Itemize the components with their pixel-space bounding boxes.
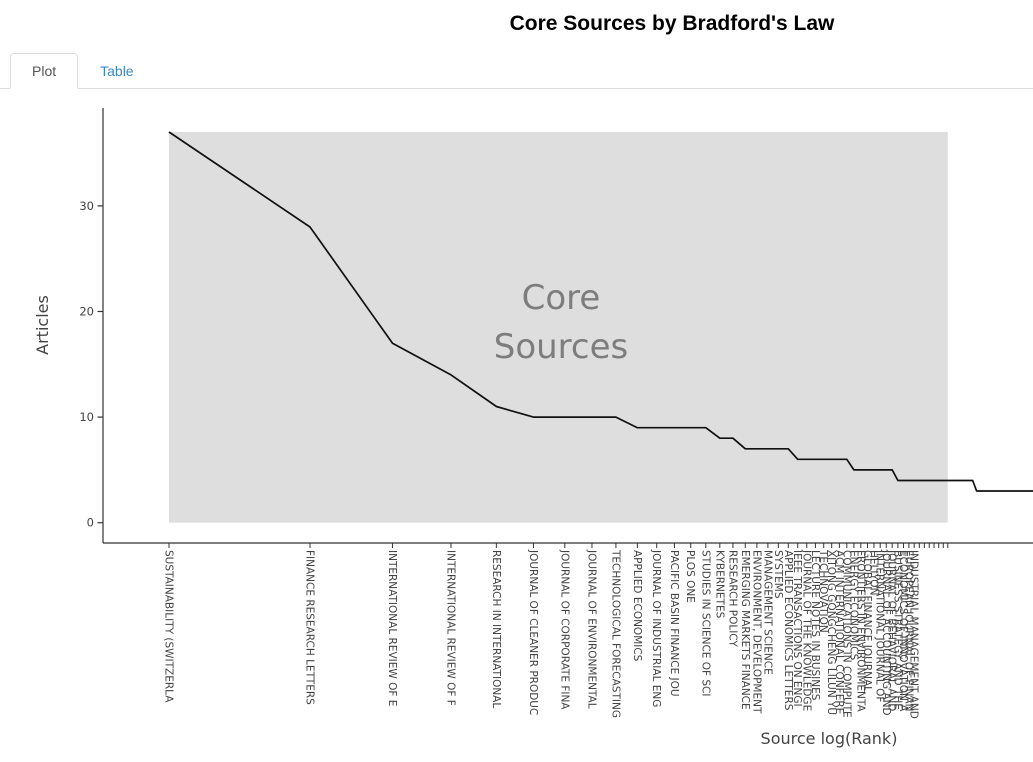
y-tick-label: 10 xyxy=(79,410,94,424)
x-tick-label: STUDIES IN SCIENCE OF SCI xyxy=(699,550,711,697)
x-tick-label: KYBERNETES xyxy=(713,550,725,619)
y-tick-label: 30 xyxy=(79,199,94,213)
x-tick-label: PLOS ONE xyxy=(684,550,696,603)
y-tick-label: 0 xyxy=(87,516,94,530)
x-tick-label: FINANCE RESEARCH LETTERS xyxy=(303,550,315,705)
y-tick-label: 20 xyxy=(79,305,94,319)
x-tick-label: XITONG GONGCHENG LILUN YU xyxy=(825,550,837,715)
x-tick-label: ENERGY ECONOMICS xyxy=(847,550,859,661)
y-axis-title: Articles xyxy=(33,295,52,355)
x-tick-label: ECONOMICS OF INNOVATION A xyxy=(897,550,909,712)
x-tick-label: APPLIED ECONOMICS xyxy=(631,550,643,662)
x-tick-label: COMMUNICATIONS IN COMPUTE xyxy=(840,550,852,718)
x-tick-label: GLOBAL FINANCE JOURNAL xyxy=(861,550,873,692)
x-tick-label: RESEARCH IN INTERNATIONAL xyxy=(490,550,502,708)
x-tick-label: TECHNOLOGICAL FORECASTING xyxy=(609,549,621,718)
x-tick-label: MANAGEMENT SCIENCE xyxy=(761,550,773,675)
x-tick-label: JOURNAL OF CORPORATE FINA xyxy=(558,549,570,710)
x-tick-label: HELIYON xyxy=(867,550,879,595)
x-tick-label: EMERGING MARKETS FINANCE xyxy=(739,550,751,710)
x-tick-label: INDUSTRIAL MANAGEMENT AND xyxy=(908,550,920,719)
bradford-line xyxy=(168,131,1033,492)
x-tick-label: APPLIED ECONOMICS LETTERS xyxy=(782,550,794,711)
x-tick-label: IEEE TRANSACTIONS ON ENGI xyxy=(791,550,803,707)
x-tick-label: ACM INTERNATIONAL CONFERE xyxy=(833,550,845,714)
tab-table[interactable]: Table xyxy=(100,63,134,79)
x-axis-title: Source log(Rank) xyxy=(761,729,898,748)
x-tick-label: FRONTIERS IN ENVIRONMENTA xyxy=(854,550,866,713)
x-tick-label: JOURNAL OF THE KNOWLEDGE xyxy=(800,549,812,711)
x-tick-label: JOURNAL OF INDUSTRIAL ENG xyxy=(650,549,662,707)
x-tick-label: LECTURE NOTES IN BUSINES xyxy=(809,550,821,701)
x-tick-label: JOURNAL OF ACCOUNTING AND xyxy=(880,549,892,716)
page-title: Core Sources by Bradford's Law xyxy=(509,12,835,35)
tab-plot[interactable]: Plot xyxy=(10,53,79,89)
x-tick-label: JOURNAL OF BEHAVIORAL AND xyxy=(886,549,898,711)
core-zone-label: Core Sources xyxy=(494,278,629,367)
x-tick-label: TECHNOVATION xyxy=(817,549,829,633)
x-tick-label: BUSINESS STRATEGY AND THE xyxy=(891,550,903,710)
x-tick-label: JOURNAL OF ENVIRONMENTAL xyxy=(585,549,597,709)
x-tick-label: INTERNATIONAL JOURNAL OF xyxy=(874,550,886,702)
x-tick-label: PACIFIC BASIN FINANCE JOU xyxy=(668,550,680,697)
tab-bar: Plot Table xyxy=(0,52,1033,89)
x-tick-label: ENVIRONMENT, DEVELOPMENT xyxy=(750,550,762,714)
bradford-plot[interactable]: Core Sources 0 10 20 30 SUSTAINABILITY (SWITZE… xyxy=(0,97,1033,757)
x-tick-label: SUSTAINABILITY (SWITZERLA xyxy=(163,550,175,703)
x-tick-label: JOURNAL OF CLEANER PRODUC xyxy=(527,549,539,715)
core-zone-rect xyxy=(169,131,948,523)
bradford-chart-svg: Core Sources 0 10 20 30 SUSTAINABILITY (SWITZE… xyxy=(33,108,1033,748)
x-tick-label: SYSTEMS xyxy=(772,550,784,599)
x-tick-label: EUROPEAN JOURNAL OF FINAN xyxy=(902,550,914,711)
x-tick-label: INTERNATIONAL REVIEW OF E xyxy=(386,550,398,706)
x-tick-label: RESEARCH POLICY xyxy=(726,550,738,647)
x-tick-label: INTERNATIONAL REVIEW OF F xyxy=(444,550,456,706)
